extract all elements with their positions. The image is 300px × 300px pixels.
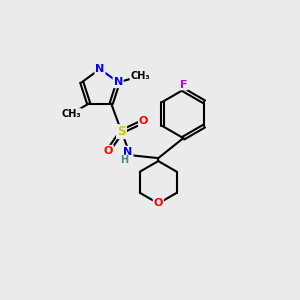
Text: N: N xyxy=(113,77,123,87)
Text: N: N xyxy=(95,64,105,74)
Text: O: O xyxy=(139,116,148,126)
Text: CH₃: CH₃ xyxy=(130,71,150,81)
Text: CH₃: CH₃ xyxy=(61,109,81,119)
Text: O: O xyxy=(103,146,113,156)
Text: F: F xyxy=(180,80,187,89)
Text: N: N xyxy=(123,147,133,157)
Text: H: H xyxy=(120,155,128,166)
Text: S: S xyxy=(117,125,126,138)
Text: O: O xyxy=(154,199,163,208)
